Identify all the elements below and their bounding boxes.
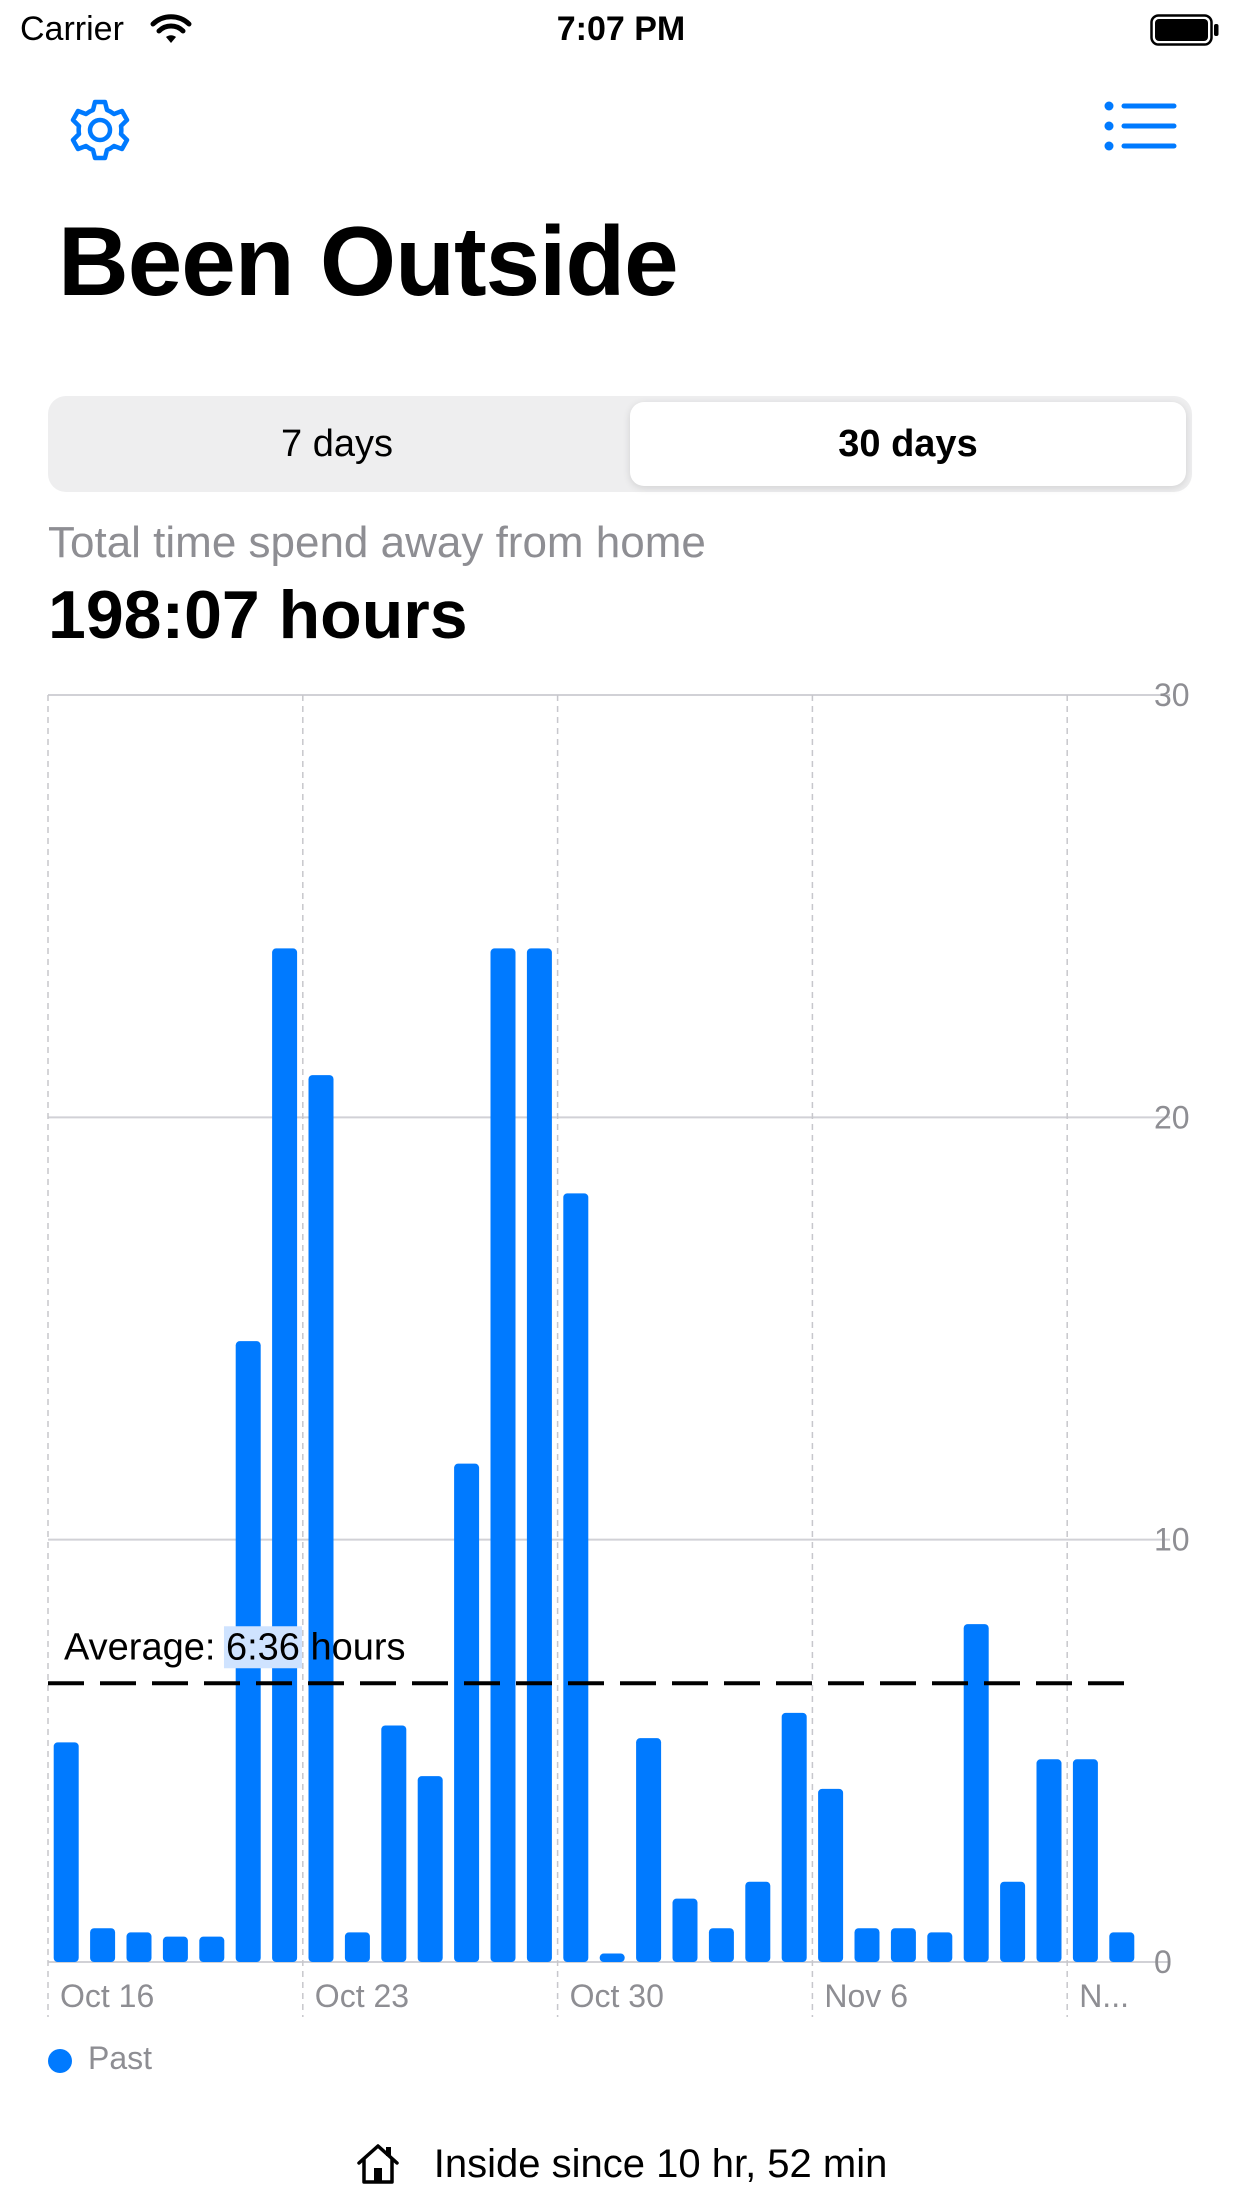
status-time: 7:07 PM bbox=[556, 10, 686, 48]
chart-bar bbox=[1072, 1759, 1098, 1962]
chart-bar bbox=[308, 1075, 334, 1962]
x-tick-label: N... bbox=[1079, 1978, 1129, 2014]
chart-bar bbox=[599, 1953, 625, 1962]
chart-bar bbox=[344, 1932, 370, 1962]
chart-bar bbox=[781, 1712, 807, 1962]
chart-bar bbox=[454, 1463, 480, 1962]
chart-bar bbox=[381, 1725, 407, 1962]
segment-7-days[interactable]: 7 days bbox=[281, 423, 393, 465]
chart-bar bbox=[672, 1898, 698, 1962]
chart-bar bbox=[745, 1881, 771, 1962]
chart-bar bbox=[890, 1928, 916, 1962]
gear-icon bbox=[70, 99, 130, 161]
carrier-label: Carrier bbox=[20, 10, 124, 48]
y-tick-label: 10 bbox=[1154, 1522, 1190, 1558]
total-time-label: Total time spend away from home bbox=[48, 518, 706, 567]
chart-bar bbox=[126, 1932, 152, 1962]
chart-bar bbox=[708, 1928, 734, 1962]
chart-bar bbox=[272, 948, 298, 1962]
x-tick-label: Oct 16 bbox=[60, 1978, 154, 2014]
chart-bar bbox=[1036, 1759, 1062, 1962]
total-time-value: 198:07 hours bbox=[48, 577, 468, 653]
y-tick-label: 20 bbox=[1154, 1099, 1190, 1135]
bar-chart: 0 10 20 30 Oct 16 Oct 23 Oct 30 Nov 6 N... Averag… bbox=[47, 677, 1190, 2017]
average-label-suffix: hours bbox=[300, 1626, 406, 1668]
chart-bar bbox=[490, 948, 516, 1962]
average-value-highlight bbox=[223, 1626, 302, 1669]
chart-bar bbox=[53, 1742, 79, 1962]
average-label-value: 6:36 bbox=[226, 1626, 300, 1668]
inside-since-text: Inside since 10 hr, 52 min bbox=[433, 2141, 888, 2186]
chart-bar bbox=[90, 1928, 116, 1962]
legend-label: Past bbox=[88, 2040, 153, 2076]
chart-bar bbox=[927, 1932, 953, 1962]
legend-swatch bbox=[48, 2049, 72, 2073]
settings-button[interactable] bbox=[60, 90, 140, 170]
chart-bar bbox=[417, 1776, 443, 1962]
chart-bar bbox=[1000, 1881, 1026, 1962]
status-bar: Carrier 7:07 PM bbox=[0, 0, 1242, 60]
x-tick-label: Oct 23 bbox=[315, 1978, 409, 2014]
chart-bar bbox=[963, 1624, 989, 1962]
x-tick-label: Oct 30 bbox=[570, 1978, 664, 2014]
y-tick-label: 30 bbox=[1154, 677, 1190, 713]
average-label: Average: 6:36 hours bbox=[64, 1626, 406, 1668]
time-range-segmented-control[interactable]: 7 days 30 days bbox=[48, 396, 1192, 492]
chart-bar bbox=[162, 1936, 188, 1962]
segment-30-days[interactable]: 30 days bbox=[630, 402, 1186, 486]
chart-bar bbox=[199, 1936, 225, 1962]
list-icon bbox=[1104, 101, 1177, 151]
chart-bar bbox=[636, 1738, 662, 1962]
chart-bar bbox=[818, 1788, 844, 1962]
house-icon bbox=[356, 2144, 399, 2185]
y-tick-label: 0 bbox=[1154, 1944, 1172, 1980]
wifi-icon bbox=[150, 14, 192, 43]
chart-bar bbox=[1109, 1932, 1135, 1962]
average-label-prefix: Average: bbox=[64, 1626, 226, 1668]
battery-icon bbox=[1150, 14, 1219, 46]
chart-bar bbox=[854, 1928, 880, 1962]
page-title: Been Outside bbox=[58, 206, 679, 316]
chart-bar bbox=[526, 948, 552, 1962]
x-tick-label: Nov 6 bbox=[824, 1978, 908, 2014]
chart-bar bbox=[563, 1193, 589, 1962]
list-button[interactable] bbox=[1100, 96, 1180, 156]
footer-status: Inside since 10 hr, 52 min bbox=[0, 2140, 1242, 2187]
